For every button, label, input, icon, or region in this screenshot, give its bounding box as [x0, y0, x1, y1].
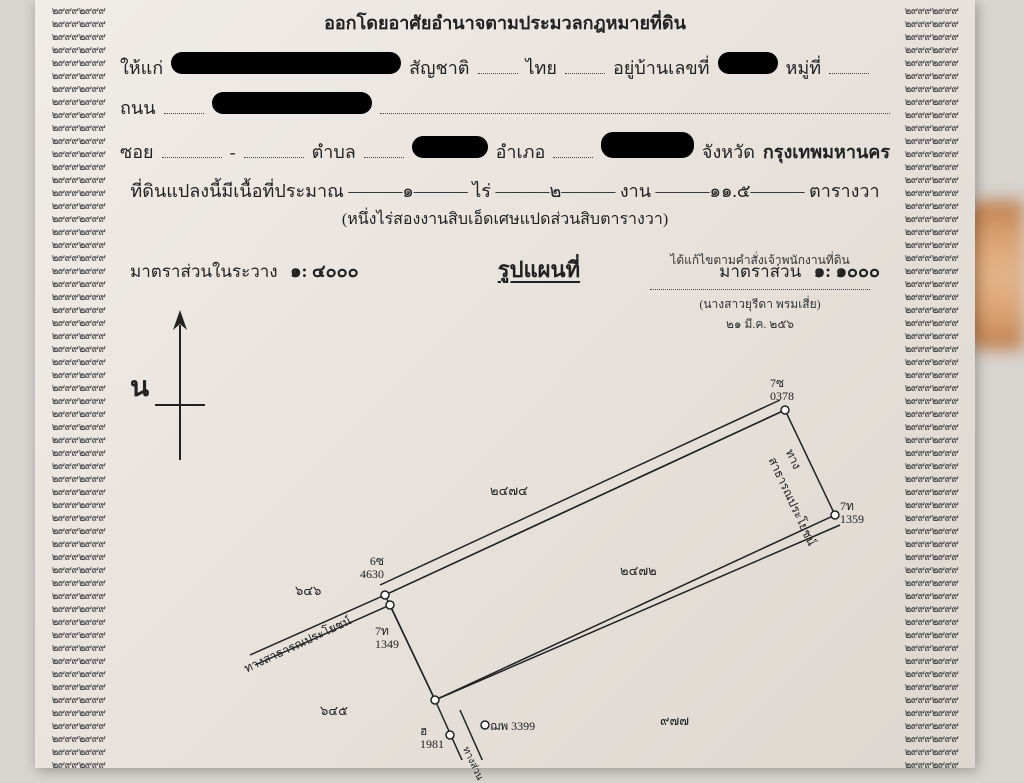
form-row-road: ถนน: [120, 92, 890, 122]
parcel-label-left: ๖๔๖: [295, 580, 321, 601]
plot-map: [220, 380, 860, 760]
area-measurement: ที่ดินแปลงนี้มีเนื้อที่ประมาณ ———๑——— ไร…: [120, 176, 890, 205]
parcel-label-right-low: ๙๗๗: [660, 710, 689, 731]
official-line2: (นางสาวยุรีดา พรมเสี่ย): [650, 294, 870, 314]
compass-label: น: [130, 365, 149, 409]
redacted-road: [212, 92, 372, 114]
document-content: ออกโดยอาศัยอำนาจตามประมวลกฎหมายที่ดิน ให…: [120, 0, 890, 768]
marker-bb2: ฌพ 3399: [490, 720, 535, 733]
marker-tl: 6ซ4630: [360, 555, 384, 581]
label-amphoe: อำเภอ: [496, 137, 546, 166]
redacted-amphoe: [601, 132, 694, 158]
form-row-location: ซอย - ตำบล อำเภอ จังหวัด กรุงเทพมหานคร: [120, 132, 890, 166]
redacted-address: [718, 52, 778, 74]
official-signature-box: ได้แก้ไขตามคำสั่งเจ้าพนักงานที่ดิน (นางส…: [650, 250, 870, 334]
parcel-label-top: ๒๔๗๔: [490, 480, 528, 501]
scale-left-label: มาตราส่วนในระวาง: [130, 262, 278, 281]
value-nationality: ไทย: [526, 53, 557, 82]
parcel-label-inside: ๒๔๗๒: [620, 560, 657, 581]
area-measurement-words: (หนึ่งไร่สองงานสิบเอ็ดเศษแปดส่วนสิบตาราง…: [120, 207, 890, 232]
official-line3: ๒๑ มี.ค. ๒๕๖: [650, 314, 870, 334]
marker-br: 7ท1359: [840, 500, 864, 526]
marker-bb1: ฮ1981: [420, 725, 444, 751]
label-soi: ซอย: [120, 137, 154, 166]
label-road: ถนน: [120, 93, 156, 122]
form-row-owner: ให้แก่ สัญชาติ ไทย อยู่บ้านเลขที่ หมู่ที…: [120, 52, 890, 82]
map-title: รูปแผนที่: [498, 252, 580, 287]
label-address: อยู่บ้านเลขที่: [613, 53, 710, 82]
official-line1: ได้แก้ไขตามคำสั่งเจ้าพนักงานที่ดิน: [650, 250, 870, 270]
marker-bl: 7ท1349: [375, 625, 399, 651]
border-pattern-left-2: ๒๙๙๙ ๒๙๙๙ ๒๙๙๙ ๒๙๙๙ ๒๙๙๙ ๒๙๙๙ ๒๙๙๙ ๒๙๙๙ …: [67, 0, 117, 768]
value-province: กรุงเทพมหานคร: [763, 137, 890, 166]
label-nationality: สัญชาติ: [409, 53, 469, 82]
marker-tr: 7ซ0378: [770, 377, 794, 403]
label-moo: หมู่ที่: [786, 53, 822, 82]
document-header: ออกโดยอาศัยอำนาจตามประมวลกฎหมายที่ดิน: [120, 8, 890, 37]
document-paper: ๒๙๙๙ ๒๙๙๙ ๒๙๙๙ ๒๙๙๙ ๒๙๙๙ ๒๙๙๙ ๒๙๙๙ ๒๙๙๙ …: [35, 0, 975, 768]
label-province: จังหวัด: [702, 137, 755, 166]
border-pattern-right-2: ๒๙๙๙ ๒๙๙๙ ๒๙๙๙ ๒๙๙๙ ๒๙๙๙ ๒๙๙๙ ๒๙๙๙ ๒๙๙๙ …: [920, 0, 970, 768]
redacted-tambon: [412, 136, 488, 158]
compass-north: น: [150, 310, 210, 470]
parcel-label-left2: ๖๔๕: [320, 700, 348, 721]
redacted-name: [171, 52, 401, 74]
scale-left-value: ๑: ๔๐๐๐: [290, 261, 359, 281]
label-given-to: ให้แก่: [120, 53, 163, 82]
value-soi: -: [230, 142, 236, 163]
label-tambon: ตำบล: [312, 137, 356, 166]
